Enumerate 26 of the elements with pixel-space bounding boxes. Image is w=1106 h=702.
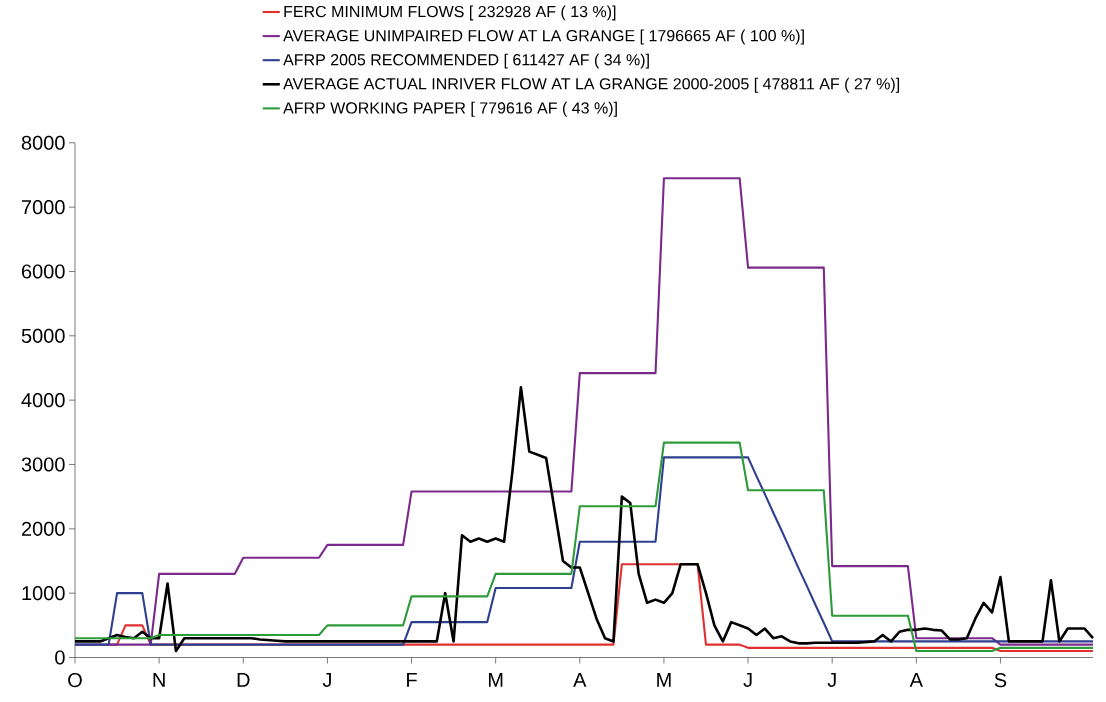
y-tick-label: 2000 (21, 521, 65, 536)
y-tick-label: 3000 (21, 457, 65, 472)
y-tick-label: 4000 (21, 393, 65, 408)
x-tick-label: A (573, 673, 587, 687)
x-tick-label: F (407, 673, 417, 687)
y-tick-label: 8000 (21, 135, 65, 150)
x-tick-label: O (68, 673, 82, 688)
y-tick-label: 6000 (21, 264, 65, 279)
y-tick-label: 7000 (21, 200, 65, 215)
x-tick-label: J (827, 673, 836, 687)
y-tick-label: 0 (55, 650, 65, 665)
x-tick-label: J (322, 673, 331, 687)
y-tick-label: 1000 (22, 586, 65, 601)
x-tick-label: N (153, 673, 165, 687)
legend-label: AFRP WORKING PAPER [ 779616 AF ( 43 %)] (283, 101, 617, 117)
legend-label: FERC MINIMUM FLOWS [ 232928 AF ( 13 %)] (284, 5, 616, 21)
y-tick-label: 5000 (21, 328, 65, 343)
x-tick-label: A (909, 673, 923, 687)
x-tick-label: M (657, 673, 671, 687)
legend-label: AVERAGE ACTUAL INRIVER FLOW AT LA GRANGE 2000-2005 [ 478811 AF ( 27 %)] (283, 77, 900, 93)
x-tick-label: D (237, 673, 250, 687)
x-tick-label: S (994, 673, 1007, 688)
x-tick-label: M (488, 673, 503, 687)
legend-label: AVERAGE UNIMPAIRED FLOW AT LA GRANGE [ 1796665 AF ( 100 %)] (283, 29, 804, 45)
legend-label: AFRP 2005 RECOMMENDED [ 611427 AF ( 34 %)] (283, 53, 649, 69)
x-tick-label: J (743, 673, 752, 687)
